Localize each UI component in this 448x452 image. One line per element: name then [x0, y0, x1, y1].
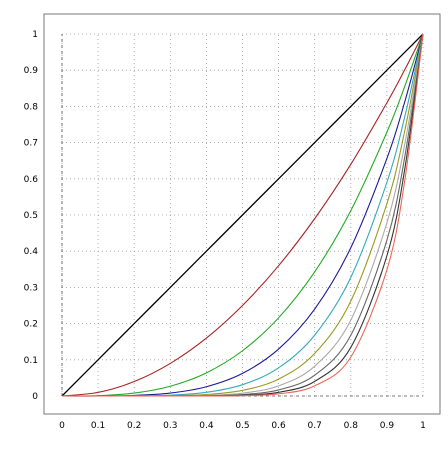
x-tick-label: 0.9 [380, 421, 395, 431]
x-tick-label: 0 [59, 421, 65, 431]
y-tick-label: 0.2 [24, 320, 38, 330]
y-tick-label: 0.8 [24, 102, 39, 112]
x-axis-ticks: 0 0.1 0.2 0.3 0.4 0.5 0.6 0.7 0.8 0.9 1 [59, 421, 426, 431]
x-tick-label: 0.2 [127, 421, 141, 431]
y-tick-label: 0.7 [24, 139, 38, 149]
y-tick-label: 0.5 [24, 211, 38, 221]
series-line-10 [61, 33, 424, 397]
y-tick-label: 0.1 [24, 356, 38, 366]
x-tick-label: 0.5 [235, 421, 249, 431]
y-tick-label: 0.4 [24, 247, 39, 257]
series-line-3 [61, 33, 424, 397]
x-tick-label: 0.7 [308, 421, 322, 431]
y-tick-label: 0 [32, 392, 38, 402]
x-tick-label: 0.1 [91, 421, 105, 431]
y-tick-label: 0.9 [24, 66, 39, 76]
y-tick-label: 1 [32, 30, 38, 40]
x-tick-label: 0.8 [344, 421, 359, 431]
series-group [61, 33, 424, 397]
y-axis-ticks: 0 0.1 0.2 0.3 0.4 0.5 0.6 0.7 0.8 0.9 1 [24, 30, 39, 402]
x-tick-label: 0.3 [163, 421, 177, 431]
y-tick-label: 0.3 [24, 283, 38, 293]
series-line-1 [61, 33, 424, 397]
x-tick-label: 0.6 [271, 421, 286, 431]
y-tick-label: 0.6 [24, 175, 39, 185]
x-tick-label: 1 [420, 421, 426, 431]
x-tick-label: 0.4 [199, 421, 214, 431]
series-line-2 [61, 33, 424, 397]
